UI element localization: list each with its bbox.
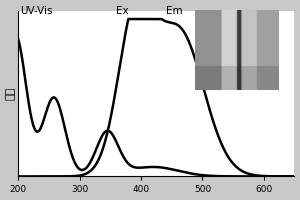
Y-axis label: 强度: 强度 (6, 87, 16, 100)
Text: Ex: Ex (116, 6, 129, 16)
Text: UV-Vis: UV-Vis (20, 6, 53, 16)
Text: Em: Em (167, 6, 183, 16)
